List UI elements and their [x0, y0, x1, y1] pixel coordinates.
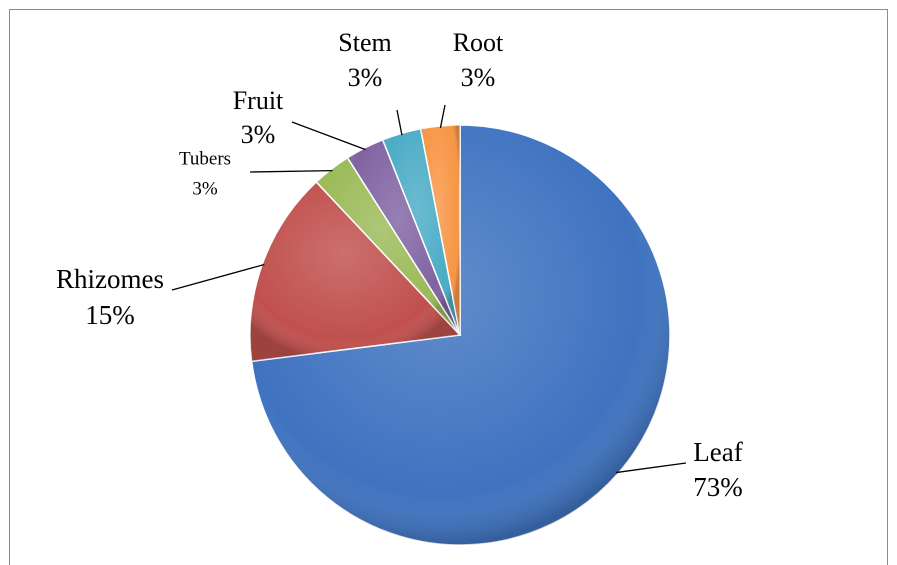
- slice-value-label: 73%: [693, 472, 743, 502]
- leader-line: [249, 169, 333, 173]
- leader-line: [615, 462, 687, 474]
- slice-shade: [316, 157, 460, 335]
- slice-value-label: 3%: [348, 63, 383, 92]
- slice-label: Rhizomes: [56, 264, 164, 294]
- slice-label: Root: [453, 28, 504, 57]
- leader-line: [291, 121, 366, 151]
- slice-label: Fruit: [233, 86, 284, 115]
- slice-label: Stem: [338, 28, 391, 57]
- leader-line: [171, 263, 265, 291]
- slice-value-label: 3%: [461, 63, 496, 92]
- leader-line: [439, 104, 446, 129]
- slice-label: Leaf: [693, 437, 742, 467]
- chart-frame: [9, 9, 888, 565]
- slice-shade: [250, 181, 460, 362]
- slice-label: Tubers: [179, 148, 231, 169]
- leader-line: [396, 109, 403, 136]
- slice-value-label: 15%: [85, 300, 135, 330]
- slice-value-label: 3%: [241, 120, 276, 149]
- slice-shade: [420, 125, 460, 335]
- slice-value-label: 3%: [192, 178, 218, 199]
- slice-shade: [347, 139, 460, 335]
- slice-shade: [382, 128, 460, 335]
